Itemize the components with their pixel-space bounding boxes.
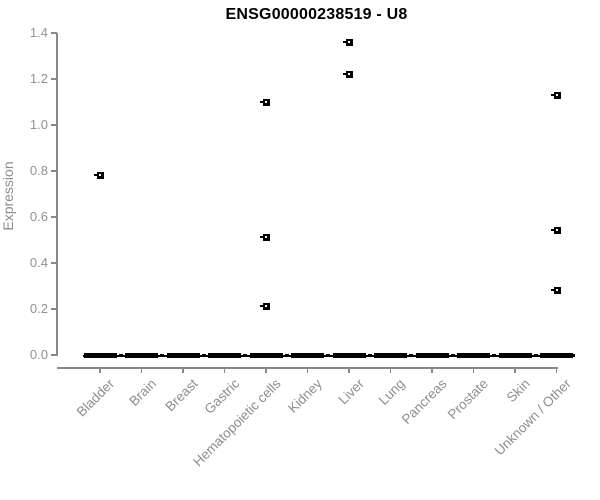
y-tick-label: 1.4 [29, 25, 48, 40]
y-tick [51, 216, 57, 218]
outlier-point [550, 287, 561, 295]
zero-line-notch [367, 354, 372, 357]
box-median-bar [249, 352, 283, 358]
zero-line-notch [571, 354, 575, 357]
x-tick [472, 368, 475, 373]
x-tick-label: Gastric [201, 376, 243, 417]
y-tick [51, 78, 57, 80]
x-tick [265, 368, 267, 373]
y-tick [51, 308, 57, 310]
y-tick [51, 354, 57, 356]
y-tick [51, 170, 57, 172]
zero-line-notch [118, 354, 123, 357]
x-tick [182, 368, 184, 373]
zero-line-notch [201, 354, 206, 357]
y-tick [51, 32, 57, 34]
zero-line-notch [243, 354, 248, 357]
box-median-bar [332, 352, 366, 358]
x-tick-label: Kidney [285, 376, 326, 416]
x-tick-label: Breast [162, 376, 201, 415]
y-tick-label: 0.0 [29, 347, 48, 362]
x-tick-label: Brain [126, 376, 160, 409]
box-median-bar [540, 352, 573, 358]
zero-line-notch [284, 354, 289, 357]
outlier-point [343, 70, 353, 78]
x-tick [555, 368, 558, 373]
zero-line-notch [450, 354, 455, 357]
y-axis [56, 33, 58, 356]
x-tick-label: Unknown / Other [491, 376, 575, 459]
x-tick [431, 368, 433, 373]
x-tick-label: Pancreas [398, 376, 450, 427]
x-tick [514, 368, 516, 373]
x-tick-label: Lung [376, 376, 409, 408]
outlier-point [550, 91, 561, 99]
zero-line-notch [492, 354, 497, 357]
zero-line-notch [160, 354, 165, 357]
outlier-point [550, 227, 561, 235]
box-median-bar [166, 352, 200, 358]
x-tick [140, 368, 143, 373]
x-tick-label: Bladder [74, 376, 118, 420]
x-axis [57, 367, 558, 369]
x-tick [348, 368, 350, 373]
y-tick [51, 262, 57, 264]
box-median-bar [415, 352, 449, 358]
x-tick [99, 368, 101, 373]
outlier-point [260, 303, 270, 311]
box-median-bar [374, 352, 407, 358]
y-tick-label: 1.2 [29, 71, 48, 86]
y-tick-label: 1.0 [29, 117, 48, 132]
y-tick-label: 0.2 [29, 301, 48, 316]
x-tick [306, 368, 309, 373]
y-tick-label: 0.6 [29, 209, 48, 224]
y-axis-label: Expression [0, 161, 16, 231]
outlier-point [343, 38, 353, 46]
chart-title: ENSG00000238519 - U8 [225, 6, 408, 23]
x-tick-label: Prostate [444, 376, 492, 423]
outlier-point [94, 172, 104, 180]
zero-line-notch [533, 354, 538, 357]
x-tick [223, 368, 226, 373]
y-tick-label: 0.8 [29, 163, 48, 178]
y-tick-label: 0.4 [29, 255, 48, 270]
outlier-point [260, 234, 270, 242]
outlier-point [260, 98, 270, 106]
box-median-bar [125, 352, 158, 358]
zero-line-notch [409, 354, 414, 357]
x-tick [389, 368, 392, 373]
box-median-bar [208, 352, 241, 358]
zero-line-notch [326, 354, 331, 357]
y-tick [51, 124, 57, 126]
x-tick-label: Skin [503, 376, 533, 406]
x-tick-label: Liver [335, 376, 367, 408]
box-median-bar [498, 352, 532, 358]
box-median-bar [291, 352, 324, 358]
box-median-bar [457, 352, 490, 358]
box-median-bar [83, 352, 117, 358]
